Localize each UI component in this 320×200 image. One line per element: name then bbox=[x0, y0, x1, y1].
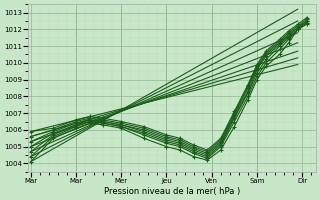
X-axis label: Pression niveau de la mer( hPa ): Pression niveau de la mer( hPa ) bbox=[104, 187, 240, 196]
